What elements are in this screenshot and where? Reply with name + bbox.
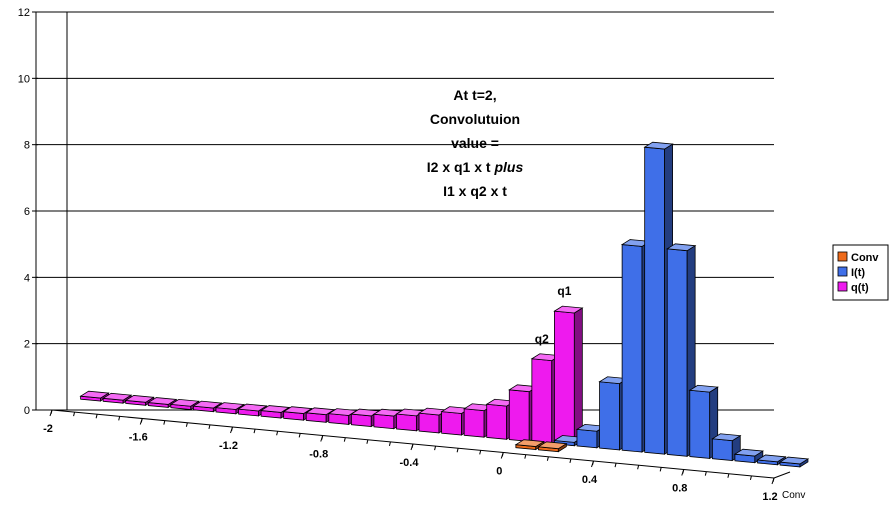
x-tick-label: -0.8 (309, 449, 328, 461)
bar (214, 402, 246, 415)
x-minor-tick (321, 435, 324, 440)
depth-axis-label: Conv (782, 490, 805, 501)
x-tick-label: 0 (496, 466, 502, 478)
legend-swatch (837, 281, 848, 292)
x-tick-label: -2 (43, 423, 53, 435)
y-tick-label: 0 (24, 405, 30, 417)
legend-item: I(t) (837, 266, 865, 279)
x-minor-tick (208, 424, 211, 429)
x-minor-tick (118, 416, 121, 421)
bar (350, 408, 381, 428)
x-minor-tick (704, 471, 707, 476)
legend: Conv I(t) q(t) (832, 244, 889, 301)
bar (733, 448, 765, 464)
x-minor-tick (276, 431, 279, 436)
y-tick-label: 6 (24, 206, 30, 218)
x-minor-tick (343, 437, 346, 442)
y-tick-label: 12 (18, 7, 30, 19)
x-minor-tick (231, 426, 233, 432)
x-minor-tick (50, 409, 53, 415)
q1-label: q1 (557, 284, 571, 298)
y-tick-label: 8 (24, 140, 30, 152)
bar (124, 395, 155, 407)
x-minor-tick (592, 460, 594, 466)
bar (537, 441, 568, 453)
x-tick-label: 0.8 (672, 483, 687, 495)
x-tick-label: -1.2 (219, 440, 238, 452)
x-minor-tick (524, 454, 527, 459)
legend-swatch (837, 251, 848, 262)
x-minor-tick (727, 473, 730, 478)
x-minor-tick (637, 465, 640, 470)
x-minor-tick (682, 469, 685, 474)
convolution-annotation: At t=2, Convolutuion value = I2 x q1 x t pl… (427, 87, 524, 199)
x-minor-tick (501, 452, 504, 457)
legend-item: Conv (837, 251, 879, 264)
x-minor-tick (479, 450, 482, 455)
bar (147, 397, 178, 409)
bar (282, 406, 313, 421)
legend-label: q(t) (851, 282, 869, 294)
bar (688, 384, 719, 460)
bar (553, 305, 584, 447)
x-minor-tick (546, 456, 549, 461)
x-minor-tick (434, 446, 437, 451)
x-minor-tick (772, 477, 775, 483)
floor-right-edge (773, 471, 791, 479)
x-tick-label: 0.4 (582, 474, 598, 486)
x-minor-tick (253, 429, 256, 434)
x-minor-tick (95, 414, 98, 419)
x-minor-tick (366, 439, 369, 444)
x-minor-tick (388, 441, 391, 446)
legend-label: Conv (851, 252, 879, 264)
legend-swatch (837, 266, 848, 277)
q2-label: q2 (535, 332, 549, 346)
x-minor-tick (659, 467, 662, 472)
bar (237, 403, 268, 417)
x-minor-tick (456, 448, 459, 453)
x-minor-tick (411, 443, 414, 449)
axis-layer: 0 2 4 6 8 10 12 -2 -1.6 -1.2 -0.8 -0.4 0 0.4 0.8 1.2 Con… (18, 7, 806, 503)
x-minor-tick (298, 433, 301, 438)
x-minor-tick (614, 463, 617, 468)
bar (778, 456, 810, 468)
x-minor-tick (140, 418, 143, 423)
annotation-layer: At t=2, Convolutuion value = I2 x q1 x t pl… (427, 87, 572, 346)
x-minor-tick (163, 420, 166, 425)
x-minor-tick (73, 412, 76, 417)
y-tick-label: 2 (24, 339, 30, 351)
bar (79, 390, 110, 402)
x-tick-label: 1.2 (762, 491, 777, 503)
x-tick-label: -1.6 (129, 432, 148, 444)
y-tick-label: 10 (18, 73, 30, 85)
bars-layer (79, 141, 810, 468)
legend-item: q(t) (837, 281, 869, 294)
legend-label: I(t) (851, 267, 865, 279)
x-tick-label: -0.4 (400, 457, 420, 469)
x-minor-tick (569, 458, 572, 463)
x-minor-tick (749, 475, 752, 480)
x-minor-tick (185, 422, 188, 427)
y-tick-label: 4 (24, 272, 30, 284)
